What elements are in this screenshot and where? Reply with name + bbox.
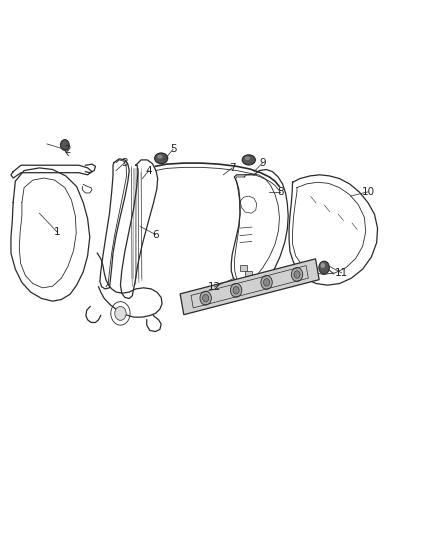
Text: 3: 3 xyxy=(121,158,128,167)
Bar xyxy=(245,271,252,276)
Text: 8: 8 xyxy=(277,187,284,197)
Circle shape xyxy=(294,271,300,278)
Text: 1: 1 xyxy=(53,227,60,237)
Circle shape xyxy=(321,263,325,268)
Circle shape xyxy=(264,279,270,286)
Circle shape xyxy=(291,268,303,281)
Circle shape xyxy=(319,261,329,274)
Ellipse shape xyxy=(242,155,255,165)
Circle shape xyxy=(60,140,69,150)
Circle shape xyxy=(261,276,272,289)
Circle shape xyxy=(203,294,209,302)
Text: 11: 11 xyxy=(335,268,348,278)
Text: 10: 10 xyxy=(361,187,374,197)
Ellipse shape xyxy=(245,157,250,160)
Text: 6: 6 xyxy=(152,230,159,239)
Text: 7: 7 xyxy=(229,163,236,173)
Ellipse shape xyxy=(157,155,162,159)
Polygon shape xyxy=(180,259,319,314)
Circle shape xyxy=(200,291,212,305)
Text: 4: 4 xyxy=(145,166,152,175)
Text: 12: 12 xyxy=(208,282,221,292)
Ellipse shape xyxy=(155,153,168,164)
Text: 5: 5 xyxy=(170,144,177,154)
Circle shape xyxy=(230,284,242,297)
Circle shape xyxy=(115,306,126,320)
Circle shape xyxy=(233,287,239,294)
Bar xyxy=(240,265,247,271)
Text: 9: 9 xyxy=(259,158,266,167)
Text: 2: 2 xyxy=(64,146,71,155)
